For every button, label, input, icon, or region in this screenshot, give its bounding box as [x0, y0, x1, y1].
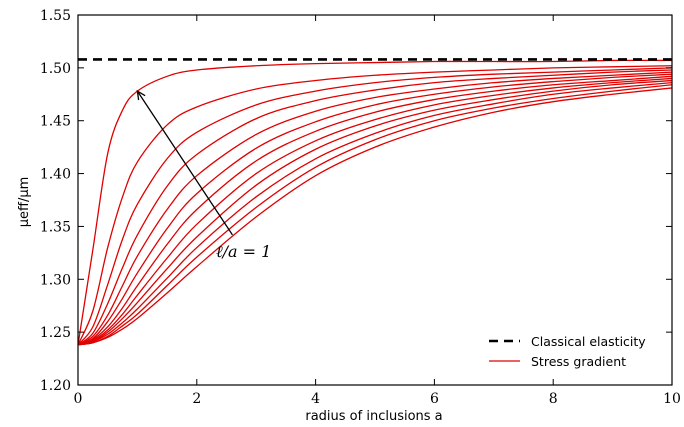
- x-tick-label: 10: [663, 391, 681, 407]
- stress-gradient-curve-12: [77, 87, 673, 346]
- stress-gradient-curve-9: [77, 79, 673, 346]
- y-tick-label: 1.25: [40, 325, 71, 341]
- y-tick-label: 1.40: [40, 167, 71, 183]
- x-axis-ticks: 0 2 4 6 8 10: [74, 15, 681, 407]
- y-axis-ticks: 1.20 1.25 1.30 1.35 1.40 1.45 1.50 1.55: [40, 8, 672, 394]
- stress-gradient-curve-7: [77, 75, 673, 346]
- stress-gradient-curve-8: [77, 77, 673, 346]
- x-tick-label: 8: [549, 391, 558, 407]
- stress-gradient-curve-5: [77, 71, 673, 346]
- y-tick-label: 1.20: [40, 378, 71, 394]
- legend-classical-label: Classical elasticity: [531, 334, 646, 349]
- annotation-label: ℓ/a = 1: [216, 242, 271, 261]
- arrow-shaft: [136, 90, 233, 236]
- x-tick-label: 2: [192, 391, 201, 407]
- annotation-arrow: [136, 89, 233, 236]
- y-tick-label: 1.55: [40, 8, 71, 24]
- stress-gradient-curve-4: [77, 69, 673, 346]
- y-tick-label: 1.35: [40, 219, 71, 235]
- stress-gradient-curve-11: [77, 84, 673, 346]
- arrow-head: [136, 89, 146, 101]
- plot-frame: [77, 14, 673, 386]
- stress-gradient-curve-10: [77, 82, 673, 346]
- x-axis-label: radius of inclusions a: [305, 409, 442, 424]
- stress-gradient-curve-6: [77, 73, 673, 346]
- y-tick-label: 1.30: [40, 272, 71, 288]
- y-tick-label: 1.45: [40, 114, 71, 130]
- stress-gradient-curve-3: [77, 67, 673, 346]
- legend-stress-gradient-label: Stress gradient: [531, 354, 626, 369]
- stress-gradient-curve-1: [77, 59, 673, 345]
- legend: Classical elasticity Stress gradient: [489, 334, 646, 369]
- y-axis-label: μeff/μm: [17, 177, 32, 228]
- x-tick-label: 4: [311, 391, 320, 407]
- y-tick-label: 1.50: [40, 61, 71, 77]
- x-tick-label: 6: [430, 391, 439, 407]
- x-tick-label: 0: [74, 391, 83, 407]
- stress-gradient-curve-2: [77, 65, 673, 346]
- stress-gradient-curves: [77, 59, 673, 346]
